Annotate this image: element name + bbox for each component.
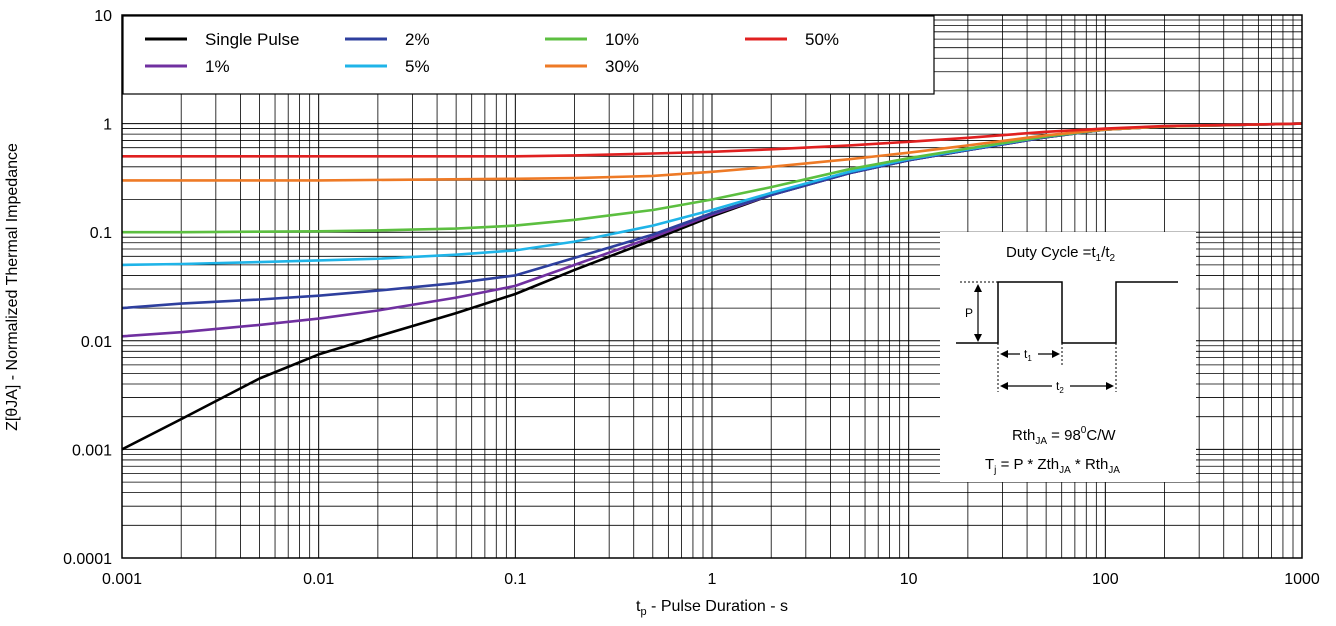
y-tick-label: 1 xyxy=(103,117,112,134)
legend-label: 2% xyxy=(405,30,430,49)
pulse-waveform xyxy=(956,281,1178,344)
y-tick-label: 0.0001 xyxy=(63,551,112,568)
x-tick-label: 0.001 xyxy=(102,571,142,588)
legend-item: 50% xyxy=(745,30,839,49)
series-layer xyxy=(121,122,1303,451)
legend-label: 1% xyxy=(205,57,230,76)
tick-layer: 0.001 0.01 0.1 1 10 100 1000 0.0001 0.001 0.01 0.1… xyxy=(63,8,1320,588)
t1-arrow-head-left xyxy=(1000,350,1008,358)
series-line-30- xyxy=(122,122,1303,182)
x-tick-label: 10 xyxy=(900,571,918,588)
p-label: P xyxy=(965,306,973,320)
t1-label: t1 xyxy=(1024,347,1032,363)
duty-cycle-inset: Duty Cycle =t1/t2 P t1 t2 RthJA = 980C/W… xyxy=(940,232,1196,482)
legend-item: 1% xyxy=(145,57,230,76)
inset-box xyxy=(940,232,1196,482)
legend-label: 5% xyxy=(405,57,430,76)
t2-arrow-head-right xyxy=(1106,382,1114,390)
duty-cycle-label: Duty Cycle =t1/t2 xyxy=(1006,244,1116,264)
y-tick-label: 0.01 xyxy=(81,334,112,351)
y-tick-label: 10 xyxy=(94,8,112,25)
p-arrow-head-top xyxy=(974,284,982,292)
t1-arrow-head-right xyxy=(1052,350,1060,358)
x-tick-label: 100 xyxy=(1092,571,1119,588)
rth-formula: RthJA = 980C/W xyxy=(1012,425,1116,447)
x-axis-label: tp - Pulse Duration - s xyxy=(636,598,788,618)
legend-label: Single Pulse xyxy=(205,30,300,49)
t2-arrow-head-left xyxy=(1000,382,1008,390)
y-tick-label: 0.001 xyxy=(72,442,112,459)
legend-label: 10% xyxy=(605,30,639,49)
x-tick-label: 1000 xyxy=(1284,571,1320,588)
legend-box xyxy=(122,15,935,95)
legend-item: 30% xyxy=(545,57,639,76)
x-tick-label: 1 xyxy=(708,571,717,588)
legend-label: 30% xyxy=(605,57,639,76)
legend-item: Single Pulse xyxy=(145,30,300,49)
p-arrow-head-bottom xyxy=(974,334,982,342)
x-tick-label: 0.01 xyxy=(303,571,334,588)
legend-label: 50% xyxy=(805,30,839,49)
plot-frame xyxy=(121,14,1303,559)
y-axis-label: Z[θJA] - Normalized Thermal Impedance xyxy=(4,143,21,431)
y-tick-label: 0.1 xyxy=(90,225,112,242)
legend-item: 5% xyxy=(345,57,430,76)
legend-item: 2% xyxy=(345,30,430,49)
tj-formula: Tj = P * ZthJA * RthJA xyxy=(985,456,1120,476)
t2-label: t2 xyxy=(1056,379,1064,395)
series-line-50- xyxy=(122,122,1303,158)
legend-item: 10% xyxy=(545,30,639,49)
legend: Single Pulse 2% 10% 50% 1% 5% 30% xyxy=(122,15,935,95)
x-tick-label: 0.1 xyxy=(504,571,526,588)
